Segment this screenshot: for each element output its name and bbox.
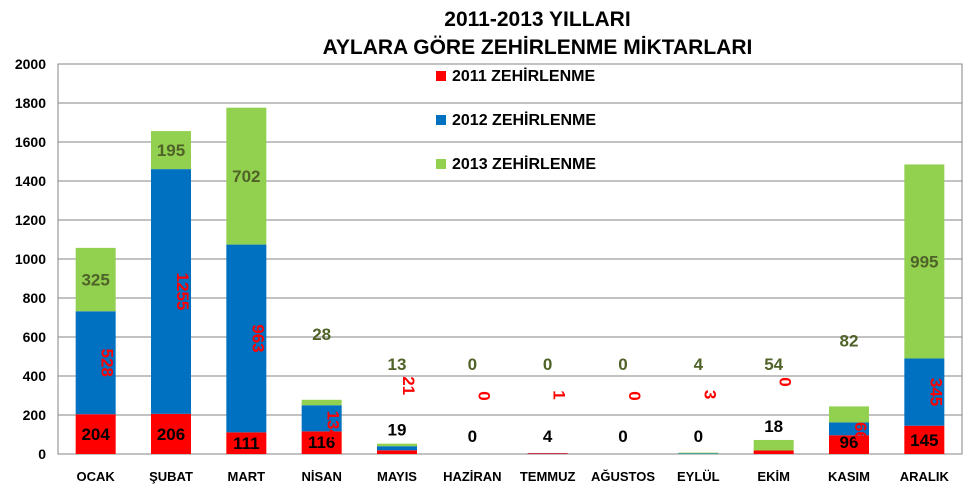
y-tick-label: 1000 bbox=[15, 251, 46, 267]
data-label: 21 bbox=[399, 376, 418, 395]
data-label: 54 bbox=[764, 355, 783, 374]
bar-segment bbox=[377, 443, 417, 447]
x-tick-label: HAZİRAN bbox=[443, 469, 502, 484]
x-tick-label: OCAK bbox=[77, 469, 116, 484]
y-tick-label: 1600 bbox=[15, 134, 46, 150]
y-tick-label: 600 bbox=[23, 329, 47, 345]
y-tick-label: 800 bbox=[23, 290, 47, 306]
legend-swatch bbox=[436, 71, 446, 81]
bar-segment bbox=[678, 453, 719, 454]
data-label: 111 bbox=[233, 434, 260, 453]
bar-segment bbox=[226, 107, 267, 245]
data-label: 18 bbox=[764, 417, 783, 436]
data-label: 19 bbox=[388, 421, 407, 440]
data-label: 116 bbox=[308, 433, 335, 452]
bar-segment bbox=[829, 435, 869, 454]
data-label: 0 bbox=[625, 391, 644, 400]
chart-title-line-2: AYLARA GÖRE ZEHİRLENME MİKTARLARI bbox=[322, 36, 753, 59]
bar-segment bbox=[678, 452, 719, 454]
data-label: 145 bbox=[910, 431, 938, 450]
y-tick-label: 2000 bbox=[15, 56, 46, 72]
x-tick-label: AĞUSTOS bbox=[591, 469, 655, 484]
data-label: 0 bbox=[543, 355, 552, 374]
data-label: 0 bbox=[694, 427, 703, 446]
legend-label: 2013 ZEHİRLENME bbox=[452, 155, 596, 173]
data-label: 1255 bbox=[173, 273, 192, 311]
bar-segment bbox=[829, 422, 869, 436]
data-label: 4 bbox=[694, 355, 704, 374]
x-tick-label: EYLÜL bbox=[677, 469, 720, 484]
data-label: 3 bbox=[700, 390, 719, 399]
data-label: 0 bbox=[468, 355, 477, 374]
legend-swatch bbox=[436, 159, 446, 169]
bar-segment bbox=[151, 131, 191, 170]
data-label: 528 bbox=[98, 349, 117, 377]
bar-segment bbox=[904, 425, 945, 454]
bar-segment bbox=[226, 432, 267, 454]
data-label: 0 bbox=[618, 355, 627, 374]
data-label: 1 bbox=[550, 390, 569, 399]
bar-segment bbox=[527, 453, 568, 454]
y-tick-label: 1400 bbox=[15, 173, 46, 189]
bar-segment bbox=[75, 311, 116, 415]
bar-segment bbox=[301, 405, 342, 432]
x-tick-label: TEMMUZ bbox=[520, 469, 576, 484]
bar-segment bbox=[75, 247, 116, 312]
bar-segment bbox=[377, 446, 417, 451]
bar-segment bbox=[753, 450, 794, 454]
data-label: 4 bbox=[543, 427, 553, 446]
x-tick-label: KASIM bbox=[828, 469, 870, 484]
data-label: 13 bbox=[388, 355, 407, 374]
y-tick-label: 1200 bbox=[15, 212, 46, 228]
bar-segment bbox=[829, 406, 869, 423]
x-tick-label: ARALIK bbox=[900, 469, 950, 484]
chart-title-line-1: 2011-2013 YILLARI bbox=[444, 8, 631, 31]
bar-segment bbox=[301, 431, 342, 454]
data-label: 0 bbox=[776, 377, 795, 386]
chart-title: 2011-2013 YILLARI AYLARA GÖRE ZEHİRLENME… bbox=[0, 6, 980, 62]
data-label: 195 bbox=[157, 141, 185, 160]
data-label: 82 bbox=[840, 331, 859, 350]
bar-segment bbox=[377, 450, 417, 454]
bar-segment bbox=[904, 164, 945, 359]
data-label: 28 bbox=[312, 325, 331, 344]
legend-swatch bbox=[436, 115, 446, 125]
x-tick-label: ŞUBAT bbox=[149, 469, 193, 484]
bar-segment bbox=[151, 169, 191, 414]
x-tick-label: NİSAN bbox=[301, 469, 341, 484]
data-label: 134 bbox=[324, 411, 343, 440]
data-label: 963 bbox=[248, 324, 267, 352]
bar-segment bbox=[151, 413, 191, 454]
x-tick-label: EKİM bbox=[757, 469, 790, 484]
y-tick-label: 0 bbox=[38, 446, 46, 462]
data-label: 702 bbox=[232, 167, 260, 186]
data-label: 995 bbox=[910, 252, 938, 271]
y-tick-label: 200 bbox=[23, 407, 47, 423]
data-label: 325 bbox=[81, 271, 109, 290]
bar-segment bbox=[301, 399, 342, 406]
bar-segment bbox=[226, 244, 267, 433]
legend-label: 2011 ZEHİRLENME bbox=[452, 67, 595, 85]
bar-segment bbox=[904, 358, 945, 426]
bar-segment bbox=[75, 414, 116, 454]
x-tick-label: MAYIS bbox=[377, 469, 417, 484]
data-label: 206 bbox=[157, 425, 185, 444]
data-label: 66 bbox=[851, 422, 870, 441]
legend-label: 2012 ZEHİRLENME bbox=[452, 111, 596, 129]
bar-segment bbox=[753, 439, 794, 451]
x-tick-label: MART bbox=[228, 469, 266, 484]
data-label: 204 bbox=[81, 425, 110, 444]
data-label: 96 bbox=[840, 433, 859, 452]
data-label: 345 bbox=[926, 378, 945, 406]
y-tick-label: 400 bbox=[23, 368, 47, 384]
data-label: 0 bbox=[468, 427, 477, 446]
data-label: 0 bbox=[618, 427, 627, 446]
data-label: 0 bbox=[474, 391, 493, 400]
y-tick-label: 1800 bbox=[15, 95, 46, 111]
